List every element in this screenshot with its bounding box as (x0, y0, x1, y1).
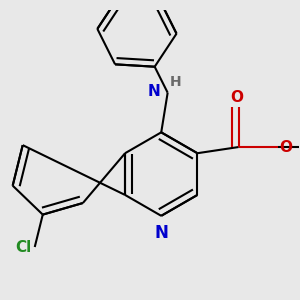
Text: O: O (231, 90, 244, 105)
Text: N: N (154, 224, 168, 242)
Text: H: H (170, 75, 182, 89)
Text: N: N (148, 84, 161, 99)
Text: Cl: Cl (15, 239, 32, 254)
Text: O: O (279, 140, 292, 154)
